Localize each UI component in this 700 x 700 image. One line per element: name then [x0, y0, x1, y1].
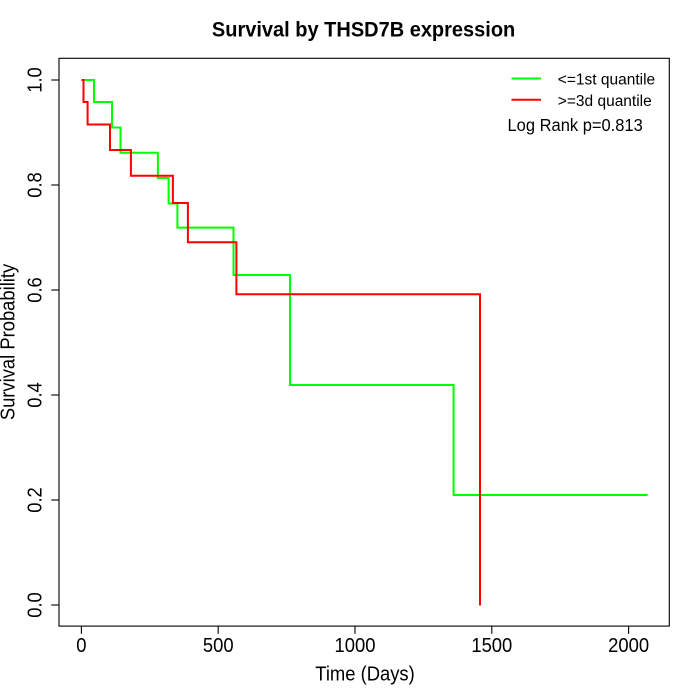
- svg-text:>=3d quantile: >=3d quantile: [558, 93, 652, 110]
- svg-text:0: 0: [76, 635, 86, 657]
- svg-text:Time (Days): Time (Days): [315, 664, 414, 686]
- svg-text:0.6: 0.6: [25, 277, 47, 303]
- svg-text:1500: 1500: [471, 635, 512, 657]
- svg-text:0.2: 0.2: [25, 487, 47, 513]
- svg-text:Survival Probability: Survival Probability: [0, 263, 20, 420]
- svg-text:1000: 1000: [335, 635, 376, 657]
- svg-text:Survival by THSD7B expression: Survival by THSD7B expression: [212, 18, 515, 42]
- svg-text:0.4: 0.4: [25, 382, 47, 408]
- svg-text:500: 500: [203, 635, 234, 657]
- svg-text:0.0: 0.0: [25, 592, 47, 618]
- svg-text:<=1st quantile: <=1st quantile: [558, 72, 655, 89]
- svg-text:1.0: 1.0: [25, 67, 47, 93]
- svg-text:2000: 2000: [608, 635, 649, 657]
- svg-text:Log Rank p=0.813: Log Rank p=0.813: [508, 116, 643, 135]
- svg-text:0.8: 0.8: [25, 172, 47, 198]
